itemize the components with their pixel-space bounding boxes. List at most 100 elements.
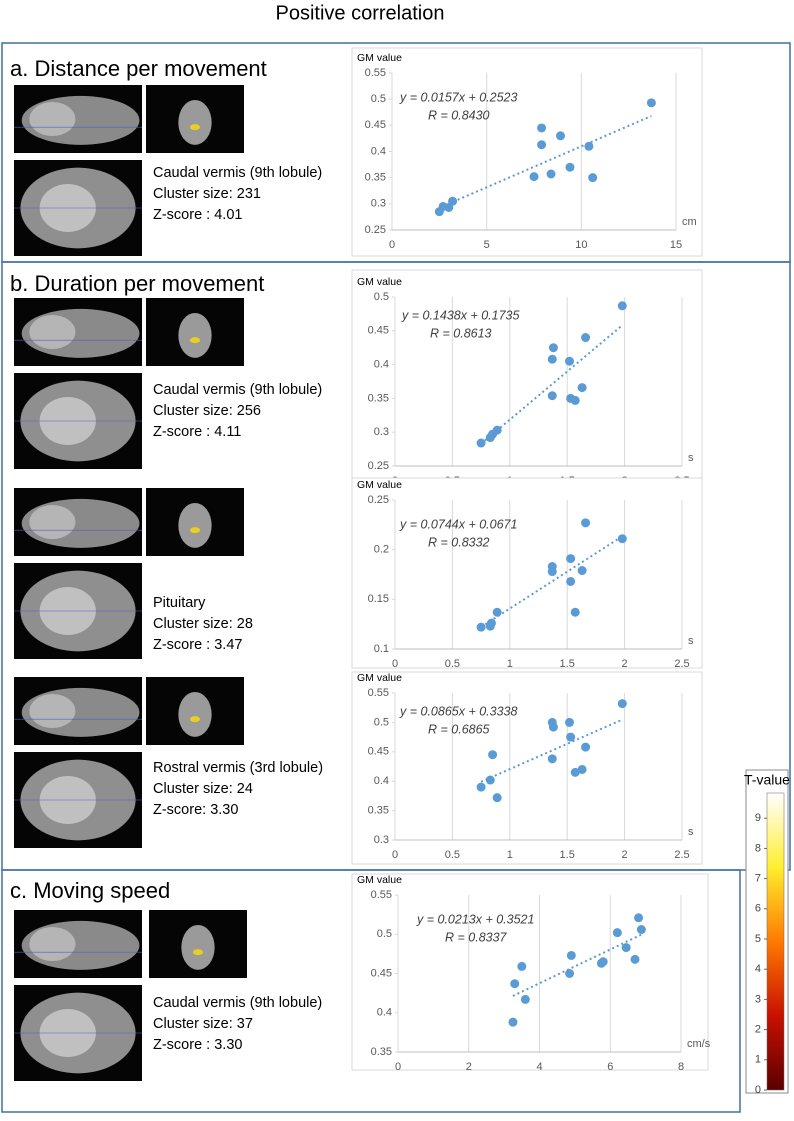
region-caption: Cluster size: 231 xyxy=(153,186,261,202)
region-caption: Z-score: 3.30 xyxy=(153,802,238,818)
point xyxy=(581,518,591,528)
x-axis-label: cm/s xyxy=(687,1038,711,1050)
point xyxy=(636,925,646,935)
annotation: y = 0.0213x + 0.3521 xyxy=(416,912,534,926)
point xyxy=(537,123,547,133)
y-tick-label: 0.35 xyxy=(371,1046,392,1058)
y-tick-label: 0.55 xyxy=(371,889,392,901)
brain-image xyxy=(146,85,244,153)
x-tick-label: 0 xyxy=(389,239,395,251)
annotation: R = 0.8613 xyxy=(430,326,492,340)
brain-detail xyxy=(29,315,76,349)
annotation: y = 0.0865x + 0.3338 xyxy=(399,704,518,718)
x-tick-label: 2.5 xyxy=(674,658,689,670)
x-tick-label: 1.5 xyxy=(560,849,575,861)
trendline xyxy=(512,933,642,997)
y-tick-label: 0.15 xyxy=(368,593,389,605)
point xyxy=(566,576,576,586)
point xyxy=(548,722,558,732)
region-caption: Cluster size: 28 xyxy=(153,616,253,632)
brain-image xyxy=(149,910,247,978)
point xyxy=(520,994,530,1004)
point xyxy=(547,562,557,572)
point xyxy=(584,141,594,151)
region-caption: Caudal vermis (9th lobule) xyxy=(153,165,322,181)
point xyxy=(617,301,627,311)
brain-shape xyxy=(178,99,212,145)
brain-image xyxy=(146,677,244,745)
panel-title: a. Distance per movement xyxy=(10,56,267,81)
y-axis-label: GM value xyxy=(357,276,402,288)
annotation: R = 0.8332 xyxy=(428,535,490,549)
point xyxy=(588,173,598,183)
x-tick-label: 8 xyxy=(678,1061,684,1073)
colorbar-tick-label: 8 xyxy=(755,842,761,854)
y-tick-label: 0.5 xyxy=(374,716,389,728)
point xyxy=(492,793,502,803)
figure-title: Positive correlation xyxy=(276,2,445,24)
point xyxy=(564,356,574,366)
colorbar-tick-label: 4 xyxy=(755,963,761,975)
trendline xyxy=(438,115,652,209)
x-tick-label: 1 xyxy=(507,849,513,861)
y-axis-label: GM value xyxy=(357,52,402,64)
colorbar xyxy=(766,792,785,1091)
annotation: y = 0.1438x + 0.1735 xyxy=(401,308,520,322)
x-tick-label: 4 xyxy=(536,1061,542,1073)
x-tick-label: 0 xyxy=(392,658,398,670)
brain-image xyxy=(14,752,142,848)
colorbar-tick-label: 0 xyxy=(755,1084,761,1096)
x-axis-label: s xyxy=(688,635,694,647)
point xyxy=(510,979,520,989)
point xyxy=(476,622,486,632)
x-tick-label: 0 xyxy=(392,849,398,861)
point xyxy=(517,961,527,971)
brain-image xyxy=(14,373,142,469)
panel-title: b. Duration per movement xyxy=(10,271,264,296)
point xyxy=(634,913,644,923)
point xyxy=(492,607,502,617)
y-tick-label: 0.4 xyxy=(371,145,386,157)
y-tick-label: 0.45 xyxy=(368,746,389,758)
point xyxy=(508,1017,518,1027)
colorbar-tick-label: 1 xyxy=(755,1054,761,1066)
region-caption: Rostral vermis (3rd lobule) xyxy=(153,760,323,776)
point xyxy=(570,607,580,617)
point xyxy=(476,438,486,448)
y-tick-label: 0.35 xyxy=(368,805,389,817)
y-axis-label: GM value xyxy=(357,479,402,491)
colorbar-tick-label: 3 xyxy=(755,993,761,1005)
annotation: R = 0.8430 xyxy=(428,108,490,122)
x-tick-label: 0.5 xyxy=(445,849,460,861)
brain-image xyxy=(14,563,142,659)
point xyxy=(448,196,458,206)
point xyxy=(581,742,591,752)
point xyxy=(548,343,558,353)
highlight xyxy=(190,716,200,723)
brain-image xyxy=(14,677,142,745)
region-caption: Caudal vermis (9th lobule) xyxy=(153,382,322,398)
annotation: y = 0.0744x + 0.0671 xyxy=(399,517,517,531)
x-tick-label: 6 xyxy=(607,1061,613,1073)
y-tick-label: 0.4 xyxy=(374,359,389,371)
y-tick-label: 0.55 xyxy=(365,67,386,79)
brain-detail xyxy=(29,694,76,728)
y-tick-label: 0.45 xyxy=(371,967,392,979)
point xyxy=(546,169,556,179)
point xyxy=(492,425,502,435)
panel-frame xyxy=(1,869,741,1113)
colorbar-tick-label: 5 xyxy=(755,933,761,945)
y-tick-label: 0.3 xyxy=(374,834,389,846)
brain-image xyxy=(146,298,244,366)
brain-image xyxy=(14,985,142,1081)
panel-title: c. Moving speed xyxy=(10,878,170,903)
brain-shape xyxy=(178,502,212,548)
point xyxy=(529,172,539,182)
y-axis-label: GM value xyxy=(357,874,402,886)
chart-frame xyxy=(351,477,703,669)
chart-frame xyxy=(351,873,709,1071)
chart-frame xyxy=(351,47,703,257)
point xyxy=(556,131,566,141)
colorbar-tick-label: 2 xyxy=(755,1024,761,1036)
